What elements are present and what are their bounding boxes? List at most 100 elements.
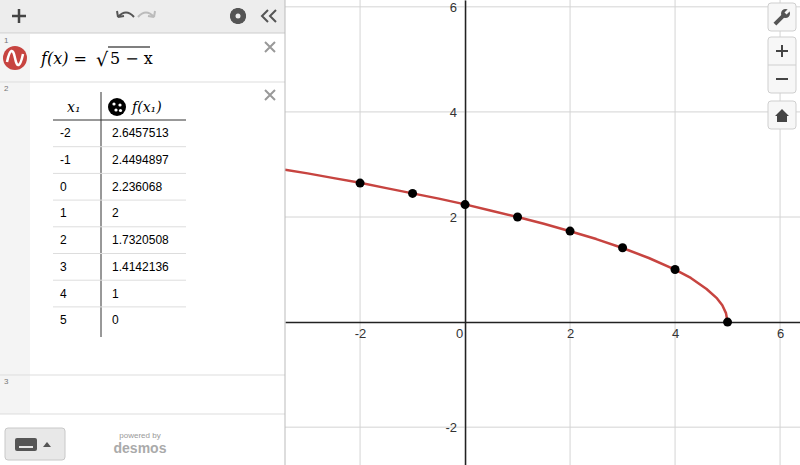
y-tick-label: -2	[446, 420, 458, 435]
point	[566, 227, 575, 236]
x-tick-label: 0	[456, 326, 463, 341]
table-row-border	[53, 253, 186, 254]
table-cell: 5	[60, 313, 67, 327]
y-grid-line	[285, 217, 800, 218]
settings-icon[interactable]	[230, 8, 246, 24]
x-tick-label: -2	[355, 326, 367, 341]
x-grid-line	[465, 0, 466, 465]
table-cell: 2.6457513	[112, 126, 169, 140]
table-cell: 2	[60, 233, 67, 247]
y-grid-line	[285, 111, 800, 112]
wrench-icon	[772, 6, 793, 27]
keyboard-button[interactable]	[5, 428, 65, 460]
zoom-buttons[interactable]	[768, 37, 796, 93]
x-tick: 0	[456, 322, 466, 341]
table-row-border	[53, 120, 186, 121]
grid	[285, 0, 800, 465]
table-cell: -2	[60, 126, 71, 140]
row-border	[0, 82, 285, 83]
x-tick: -2	[355, 322, 367, 341]
panel-border	[285, 0, 286, 465]
zoom-out-icon	[776, 78, 788, 80]
redo-icon[interactable]	[138, 11, 155, 17]
y-axis: -2 2 4 6	[446, 0, 466, 465]
table-cell: 1	[112, 287, 119, 301]
table-cell: 2.236068	[112, 180, 162, 194]
point	[461, 200, 470, 209]
table: x₁ f(x₁) -2 2.6457513 -1 2.4494897 0 2.236068 1 2…	[53, 92, 186, 337]
graph-color-icon[interactable]	[3, 46, 27, 70]
x-grid-line	[360, 0, 361, 465]
row-border	[0, 375, 285, 376]
x-tick-label: 6	[777, 326, 784, 341]
home-button[interactable]	[768, 101, 796, 129]
zoom-in-icon	[776, 45, 788, 57]
x-axis: -2 0 2 4 6	[286, 322, 800, 341]
row-border	[0, 414, 285, 415]
table-cell: 2.4494897	[112, 153, 169, 167]
row-number: 1	[4, 36, 9, 45]
table-cell: 3	[60, 260, 67, 274]
delete-icon[interactable]	[265, 42, 275, 52]
table-row-border	[53, 200, 186, 201]
radical-bar	[108, 46, 150, 47]
table-cell: 0	[60, 180, 67, 194]
point	[671, 265, 680, 274]
plot-background	[285, 0, 800, 465]
undo-icon[interactable]	[117, 11, 134, 17]
x-tick-label: 2	[567, 326, 574, 341]
table-column-divider	[101, 92, 102, 337]
table-cell: 1.7320508	[112, 233, 169, 247]
collapse-icon[interactable]	[262, 10, 276, 22]
table-cell: 4	[60, 287, 67, 301]
page: -2 0 2 4 6 -2 2 4 6 1 2 3 f(x) = √5 − x x₁ f(x₁) -2 2.645…	[0, 0, 800, 465]
y-tick-label: 2	[450, 210, 457, 225]
table-cell: 0	[112, 313, 119, 327]
point	[513, 213, 522, 222]
x-tick: 4	[672, 322, 679, 341]
y-tick: 4	[450, 105, 465, 120]
toolbar	[0, 0, 285, 33]
footer-brand: desmos	[114, 440, 167, 456]
y-axis-line	[465, 1, 467, 465]
table-row-border	[53, 280, 186, 281]
add-icon[interactable]	[12, 9, 26, 23]
x-axis-line	[286, 322, 800, 324]
expression-lhs: f(x) =	[40, 49, 87, 68]
y-tick-label: 6	[450, 0, 457, 14]
toolbar-border	[0, 33, 285, 34]
table-row-border	[53, 306, 186, 307]
table-cell: -1	[60, 153, 71, 167]
settings-button[interactable]	[768, 3, 796, 31]
table-row-border	[53, 226, 186, 227]
x-tick-label: 4	[672, 326, 679, 341]
y-tick-label: 4	[450, 105, 457, 120]
y-tick: -2	[446, 420, 466, 435]
y-tick: 6	[450, 0, 465, 14]
point	[356, 179, 365, 188]
expression-radical: √	[96, 48, 109, 70]
delete-icon[interactable]	[265, 90, 275, 100]
table-header: x₁	[67, 99, 81, 115]
table-cell: 1	[60, 206, 67, 220]
expression-radicand: 5 − x	[110, 49, 153, 68]
footer-powered: powered by	[119, 431, 160, 440]
table-cell: 2	[112, 206, 119, 220]
expression-panel: 1 2 3 f(x) = √5 − x x₁ f(x₁) -2 2.6457513 -1 2.449…	[0, 0, 285, 465]
home-icon	[775, 109, 789, 122]
zoom-divider	[768, 65, 796, 66]
point	[723, 318, 732, 327]
point-style-icon[interactable]	[108, 98, 126, 116]
row-gutter	[0, 34, 30, 414]
table-header: f(x₁)	[131, 99, 162, 115]
x-tick: 2	[567, 322, 574, 341]
table-cell: 1.4142136	[112, 260, 169, 274]
row-number: 3	[4, 377, 9, 386]
curve	[285, 170, 728, 322]
x-grid-line	[675, 0, 676, 465]
x-tick: 6	[777, 322, 784, 341]
table-row-border	[53, 146, 186, 147]
data-marks	[285, 170, 732, 327]
point	[408, 189, 417, 198]
panel-background	[0, 0, 285, 465]
